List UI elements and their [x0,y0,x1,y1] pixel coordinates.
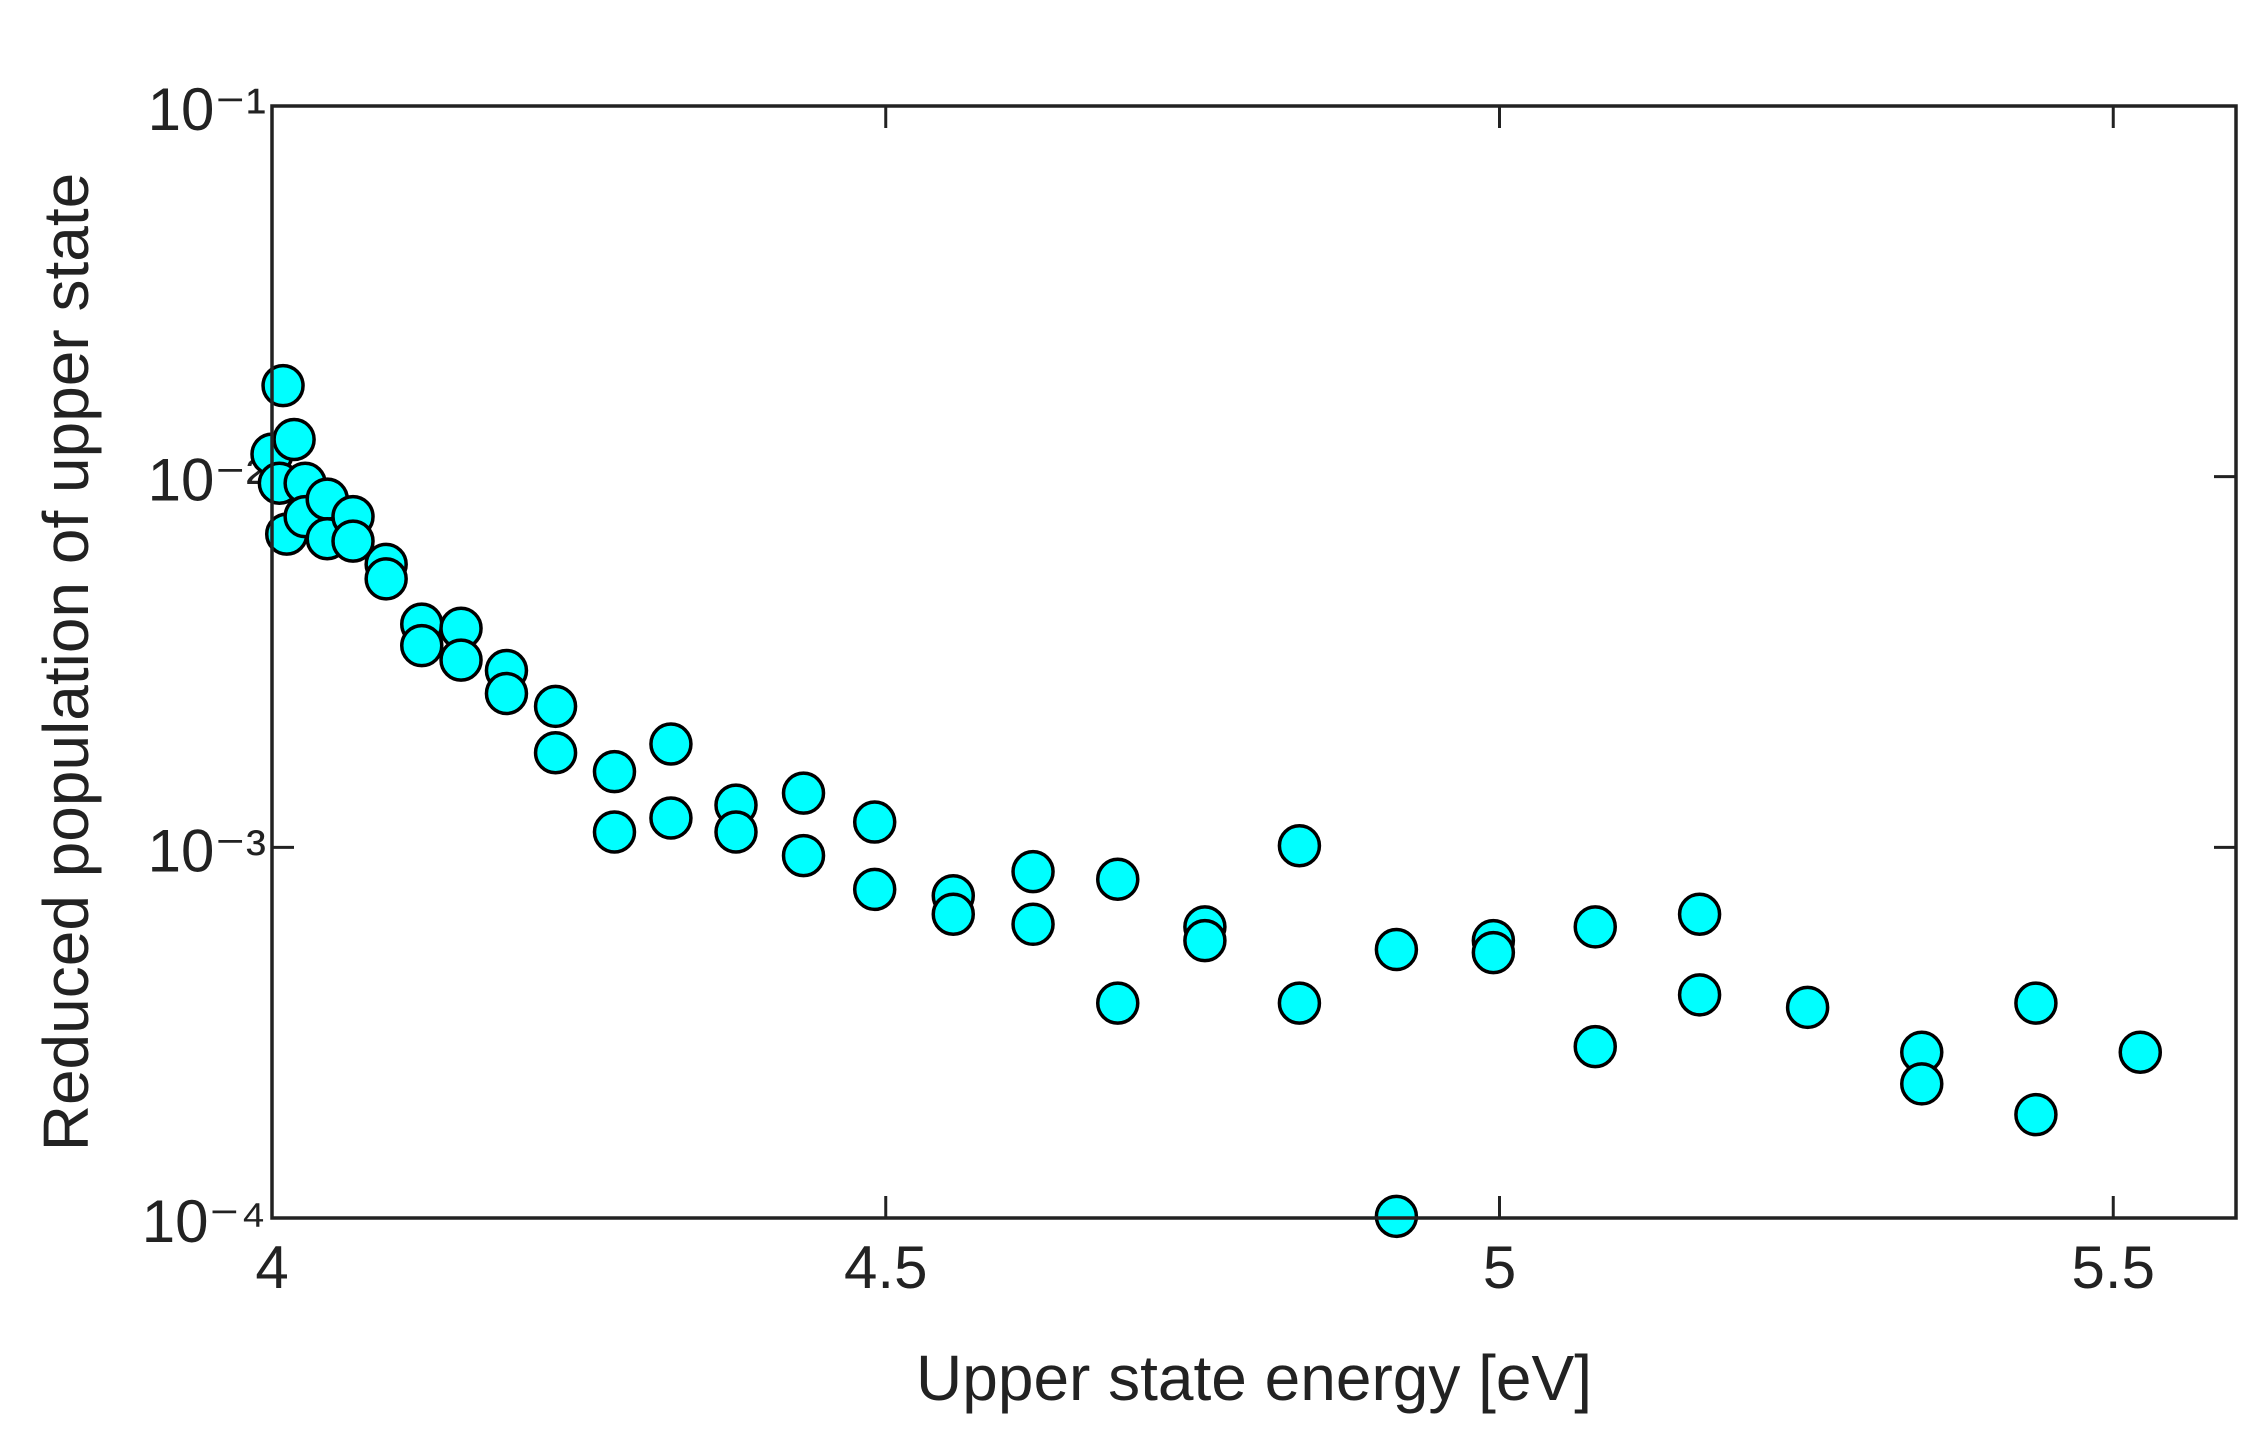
point [1471,930,1516,975]
point [1677,973,1722,1017]
point [364,557,408,601]
point [261,363,305,408]
point [1573,905,1617,949]
x-tick-label: 5 [1483,1234,1516,1301]
point [272,417,316,462]
point [781,771,826,815]
point [331,519,375,563]
point [714,810,758,854]
point [2014,1092,2058,1137]
point [533,684,578,729]
point [2014,981,2058,1025]
x-axis-label: Upper state energy [eV] [916,1342,1592,1414]
point [852,800,897,844]
point [484,671,529,716]
point [1183,918,1227,963]
point [852,867,897,912]
point [1677,892,1722,936]
point [1095,857,1140,902]
point [439,638,483,682]
y-axis-label: Reduced population of upper state [30,173,102,1152]
point [781,833,826,878]
y-tick-label: 10⁻² [148,447,266,514]
y-tick-label: 10⁻¹ [148,76,266,143]
point [1573,1024,1617,1069]
point [1011,849,1055,894]
x-tick-label: 4 [255,1234,288,1301]
point [533,730,578,775]
point [1011,902,1055,947]
point [649,722,693,766]
plot-frame [270,104,2238,1220]
point [931,892,976,936]
point [2118,1030,2163,1075]
x-tick-label: 5.5 [2072,1234,2155,1301]
point [1277,981,1322,1025]
point [1785,985,1830,1030]
y-tick-label: 10⁻⁴ [142,1188,266,1255]
point [400,623,444,668]
point [1277,823,1322,868]
point [1374,927,1419,972]
point [1095,981,1140,1025]
point [592,749,637,794]
point [1900,1062,1944,1106]
point [649,796,693,840]
x-tick-label: 4.5 [844,1234,927,1301]
y-tick-label: 10⁻³ [148,817,266,884]
point [592,810,637,854]
